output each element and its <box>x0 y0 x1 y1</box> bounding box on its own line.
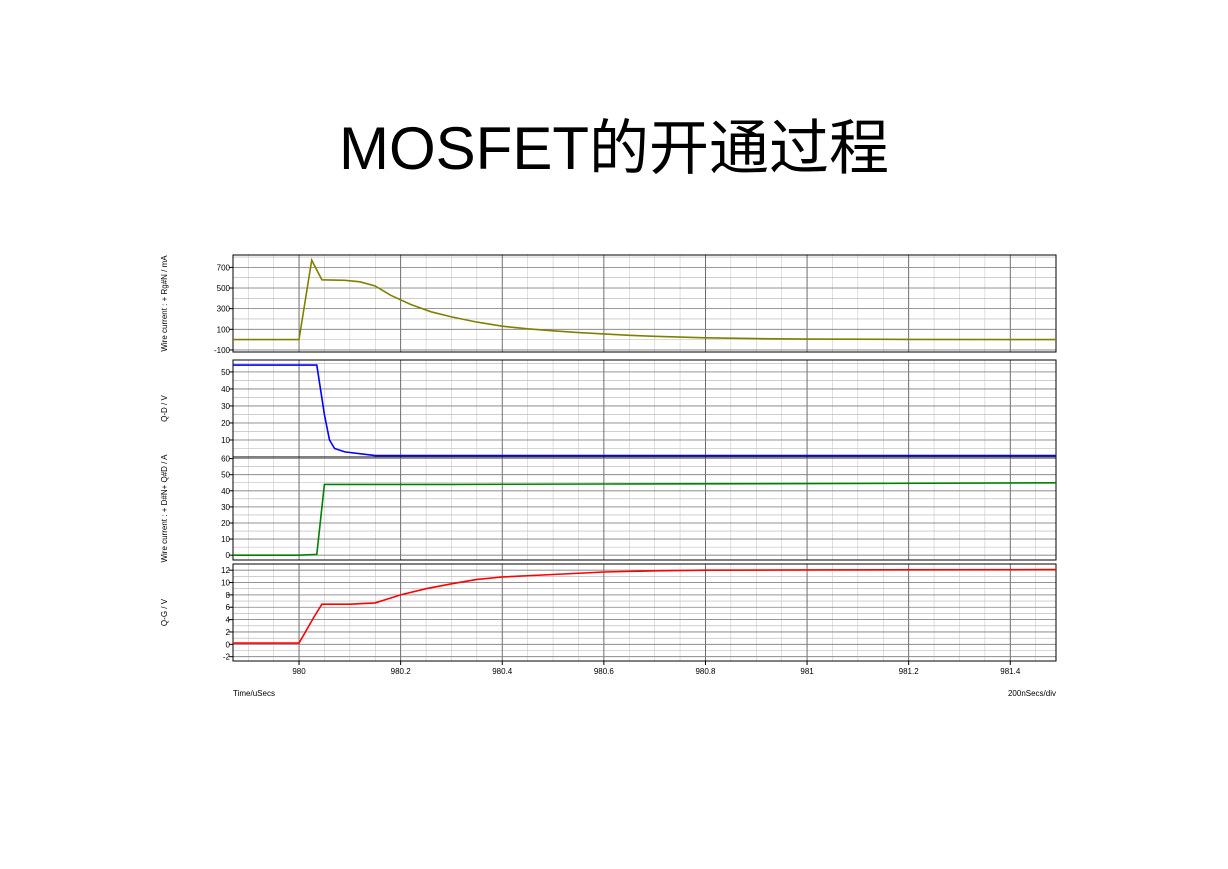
y-tick-label: 500 <box>217 284 231 293</box>
y-tick-label: 10 <box>221 436 230 445</box>
x-tick-label: 980.2 <box>391 667 412 676</box>
y-axis-label: Wire current : + D#N+ Q#D / A <box>160 454 169 563</box>
slide-title: MOSFET的开通过程 <box>339 115 889 182</box>
x-scale-note: 200nSecs/div <box>1008 689 1056 698</box>
y-tick-label: 4 <box>226 616 231 625</box>
panel-frame <box>232 563 1057 662</box>
panel-frame <box>232 254 1057 353</box>
y-tick-label: -2 <box>223 653 231 662</box>
y-tick-label: 10 <box>221 579 230 588</box>
x-tick-label: 980 <box>292 667 306 676</box>
x-tick-label: 981 <box>800 667 814 676</box>
y-tick-label: 40 <box>221 487 230 496</box>
panel-frame <box>232 456 1057 561</box>
series-line <box>233 257 1057 341</box>
x-tick-label: 981.4 <box>1000 667 1021 676</box>
y-axis-label: Q-D / V <box>160 395 169 422</box>
x-tick-label: 980.8 <box>695 667 716 676</box>
y-tick-label: 300 <box>217 305 231 314</box>
y-tick-label: 0 <box>226 551 231 560</box>
x-tick-label: 980.4 <box>492 667 513 676</box>
y-axis-label: Wire current : + Rg#N / mA <box>160 255 169 352</box>
series-line <box>233 568 1057 644</box>
y-tick-label: 50 <box>221 471 230 480</box>
y-tick-label: 30 <box>221 402 230 411</box>
y-tick-label: 20 <box>221 419 230 428</box>
y-tick-label: 6 <box>226 603 231 612</box>
y-tick-label: 12 <box>221 566 230 575</box>
y-tick-label: 50 <box>221 368 230 377</box>
y-tick-label: 2 <box>226 628 231 637</box>
y-tick-label: 30 <box>221 503 230 512</box>
x-axis-label: Time/uSecs <box>233 689 275 698</box>
y-tick-label: 40 <box>221 385 230 394</box>
y-tick-label: 100 <box>217 325 231 334</box>
y-axis-label: Q-G / V <box>160 598 169 626</box>
y-tick-label: 60 <box>221 455 230 464</box>
series-line <box>233 481 1057 557</box>
y-tick-label: 20 <box>221 519 230 528</box>
x-tick-label: 980.6 <box>594 667 615 676</box>
x-tick-label: 981.2 <box>899 667 920 676</box>
y-tick-label: 0 <box>226 640 231 649</box>
y-tick-label: 700 <box>217 263 231 272</box>
series-line <box>233 364 1056 457</box>
y-tick-label: 10 <box>221 535 230 544</box>
panel-frame <box>232 359 1057 458</box>
y-tick-label: -100 <box>214 346 231 355</box>
y-tick-label: 8 <box>226 591 231 600</box>
